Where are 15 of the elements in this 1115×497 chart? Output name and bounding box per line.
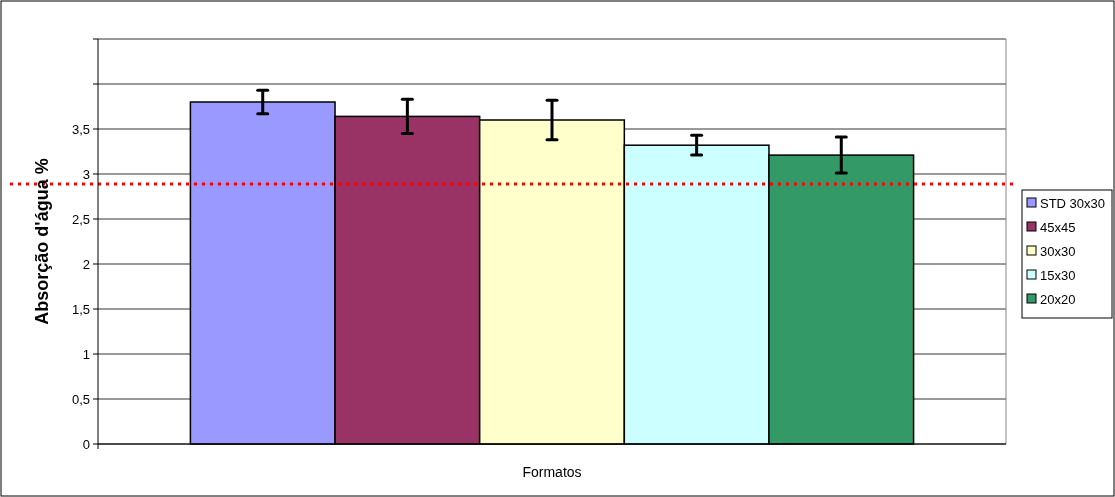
legend-label: 30x30 [1040, 243, 1076, 259]
y-tick-label: 0 [82, 436, 90, 452]
y-tick-label: 1 [82, 346, 90, 362]
y-tick-label: 3 [82, 166, 90, 182]
y-axis-title: Absorção d'água % [32, 158, 52, 325]
y-tick-label: 1,5 [71, 301, 90, 317]
y-tick-label: 2 [82, 256, 90, 272]
legend-label: STD 30x30 [1040, 195, 1106, 211]
legend-label: 15x30 [1040, 267, 1076, 283]
legend-label: 20x20 [1040, 291, 1076, 307]
y-tick-label: 0,5 [71, 391, 90, 407]
y-tick-label: 3,5 [71, 121, 90, 137]
x-axis-title: Formatos [522, 464, 582, 480]
y-tick-label: 2,5 [71, 211, 90, 227]
legend-label: 45x45 [1040, 219, 1076, 235]
